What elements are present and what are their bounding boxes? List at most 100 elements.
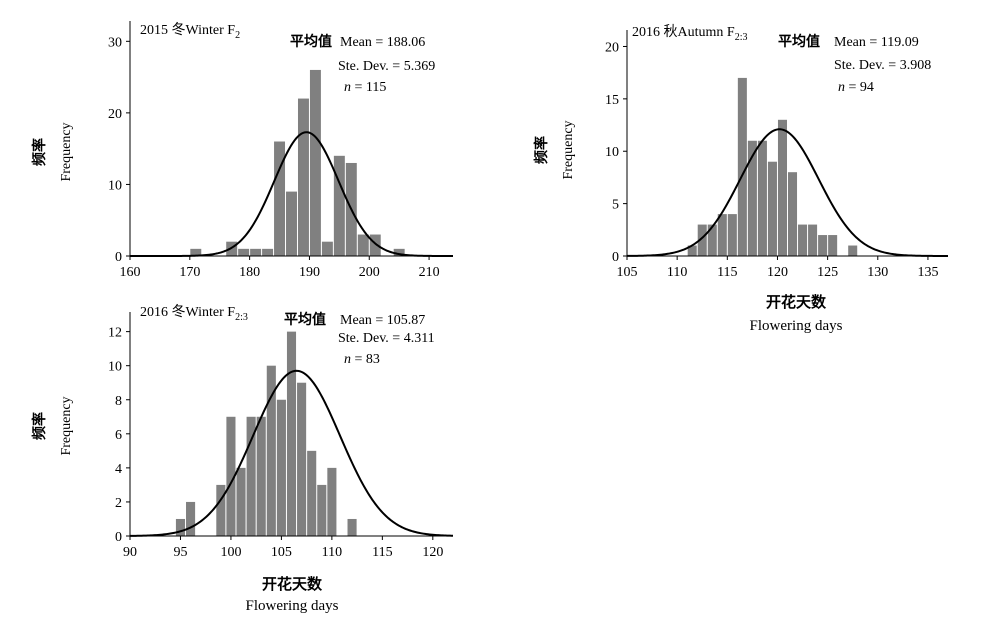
histogram-bar: [274, 141, 286, 256]
histogram-bar: [788, 172, 798, 256]
histogram-bar: [317, 484, 327, 536]
histogram-bar: [798, 224, 808, 256]
x-tick-label: 95: [173, 545, 187, 560]
n-count: n = 94: [838, 80, 874, 95]
x-tick-label: 190: [299, 265, 320, 280]
histogram-bar: [321, 241, 333, 256]
chart-panel-3: 90 95 100 105 110 115 120 0 2 4 6 8 10 12 2016 冬Winter…: [31, 304, 454, 614]
histogram-bar: [266, 365, 276, 536]
y-tick-label: 6: [115, 428, 122, 443]
y-tick-label: 10: [605, 145, 619, 160]
mean-label-cn: 平均值: [284, 311, 326, 328]
y-axis-label-cn: 频率: [31, 138, 48, 166]
x-tick-label: 130: [867, 265, 888, 280]
y-tick-label: 4: [115, 462, 122, 477]
histogram-bar: [250, 248, 262, 256]
histogram-bar: [262, 248, 274, 256]
histogram-bar: [327, 467, 337, 536]
histogram-bar: [767, 161, 777, 256]
x-tick-label: 120: [767, 265, 788, 280]
x-tick-label: 200: [359, 265, 380, 280]
y-tick-label: 2: [115, 496, 122, 511]
histogram-bar: [347, 518, 357, 536]
histogram-bar: [707, 224, 717, 256]
y-tick-label: 0: [115, 250, 122, 265]
n-count: n = 83: [344, 352, 380, 367]
histogram-bar: [777, 119, 787, 256]
mean-label-cn: 平均值: [778, 33, 820, 50]
x-tick-label: 160: [120, 265, 141, 280]
histogram-bar: [369, 234, 381, 256]
y-tick-label: 5: [612, 198, 619, 213]
y-axis-label: Frequency: [561, 120, 576, 179]
histogram-bar: [828, 235, 838, 256]
histogram-bar: [256, 416, 266, 536]
histogram-bar: [697, 224, 707, 256]
mean-value: Mean = 119.09: [834, 35, 919, 50]
mean-label-cn: 平均值: [290, 33, 332, 50]
x-tick-label: 100: [220, 545, 241, 560]
histogram-bar: [236, 467, 246, 536]
y-tick-label: 10: [108, 178, 122, 193]
x-tick-label: 90: [123, 545, 137, 560]
histogram-bar: [175, 518, 186, 536]
chart-title: 2016 冬Winter F2:3: [140, 304, 248, 323]
normal-curve: [129, 369, 454, 537]
y-tick-label: 0: [612, 250, 619, 265]
histogram-bar: [357, 234, 369, 256]
histogram-bar: [333, 155, 345, 256]
histogram-bar: [717, 214, 727, 256]
histogram-bar: [216, 484, 226, 536]
y-tick-label: 0: [115, 530, 122, 545]
x-tick-label: 110: [667, 265, 687, 280]
chart-panel-1: 160 170 180 190 200 210 0 10 20 30 2015 冬Winter F2…: [31, 21, 453, 280]
histogram-bar: [186, 501, 196, 536]
y-tick-label: 30: [108, 35, 122, 50]
histogram-bar: [737, 77, 747, 257]
y-axis-label-cn: 频率: [31, 412, 48, 440]
title-subscript: 2: [235, 30, 240, 41]
histogram-bar: [818, 235, 828, 256]
x-tick-label: 115: [717, 265, 737, 280]
histogram-bar: [687, 245, 697, 256]
x-tick-label: 120: [422, 545, 443, 560]
std-dev-value: Ste. Dev. = 5.369: [338, 59, 435, 74]
y-axis-label: Frequency: [59, 396, 74, 455]
normal-curve: [626, 128, 948, 257]
x-axis-label-cn: 开花天数: [766, 293, 827, 311]
histogram-bar: [309, 69, 321, 256]
y-tick-label: 20: [605, 40, 619, 55]
y-tick-label: 15: [605, 93, 619, 108]
x-tick-label: 105: [617, 265, 638, 280]
x-tick-label: 125: [817, 265, 838, 280]
n-count: n = 115: [344, 80, 386, 95]
histogram-bar: [238, 248, 250, 256]
mean-value: Mean = 105.87: [340, 313, 425, 328]
std-dev-value: Ste. Dev. = 3.908: [834, 58, 931, 73]
x-tick-label: 135: [917, 265, 938, 280]
y-tick-label: 20: [108, 107, 122, 122]
chart-title: 2015 冬Winter F2: [140, 22, 240, 41]
histogram-bar: [297, 382, 307, 536]
histogram-bar: [286, 191, 297, 256]
histogram-bar: [747, 140, 757, 256]
x-tick-label: 210: [419, 265, 440, 280]
chart-panel-2: 105 110 115 120 125 130 135 0 5 10 15 20 2016 秋Autum…: [533, 24, 948, 334]
x-axis-label-cn: 开花天数: [262, 575, 323, 593]
y-tick-label: 12: [108, 326, 122, 341]
std-dev-value: Ste. Dev. = 4.311: [338, 331, 435, 346]
chart-title: 2016 秋Autumn F2:3: [632, 24, 747, 43]
histogram-bar: [307, 450, 317, 536]
x-axis-label: Flowering days: [750, 318, 843, 334]
mean-value: Mean = 188.06: [340, 35, 425, 50]
x-tick-label: 170: [179, 265, 200, 280]
x-tick-label: 110: [322, 545, 342, 560]
histogram-bar: [190, 248, 202, 256]
histogram-bar: [276, 399, 286, 536]
y-tick-label: 8: [115, 394, 122, 409]
histogram-bar: [808, 224, 818, 256]
x-axis-label: Flowering days: [246, 598, 339, 614]
y-axis-label-cn: 频率: [533, 136, 550, 164]
histogram-bar: [727, 214, 737, 256]
